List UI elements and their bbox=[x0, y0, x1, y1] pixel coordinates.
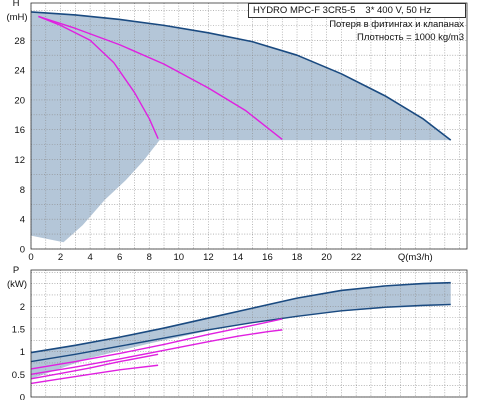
head-xtick-label: 12 bbox=[203, 252, 214, 263]
head-xtick-label: 20 bbox=[321, 252, 332, 263]
power-series-0 bbox=[30, 281, 451, 354]
head-xtick-label: 6 bbox=[117, 252, 122, 263]
head-series-2 bbox=[38, 15, 159, 139]
head-xtick-label: 2 bbox=[58, 252, 63, 263]
info-title-row: HYDRO MPC-F 3CR5-5 3* 400 V, 50 Hz bbox=[248, 3, 466, 18]
head-ytick-label: 4 bbox=[20, 215, 25, 226]
head-ytick-label: 28 bbox=[14, 36, 25, 47]
head-xtick-label: 0 bbox=[28, 252, 33, 263]
power-ylabel: P bbox=[13, 265, 19, 276]
head-xtick-label: 8 bbox=[147, 252, 152, 263]
power-series-5 bbox=[30, 364, 159, 385]
head-ytick-label: 20 bbox=[14, 95, 25, 106]
power-ytick-label: 1 bbox=[20, 347, 25, 358]
power-chart-panel: 0 0.5 1 1.5 2 P (kW) bbox=[7, 265, 468, 400]
head-xtick-label: 16 bbox=[262, 252, 273, 263]
head-xtick-label: 10 bbox=[174, 252, 185, 263]
head-ylabel: H bbox=[13, 0, 20, 9]
head-series-0 bbox=[30, 11, 452, 141]
head-ytick-label: 24 bbox=[14, 66, 25, 77]
head-series-1 bbox=[38, 15, 283, 140]
power-yunit: (kW) bbox=[7, 279, 27, 290]
fittings-note: Потеря в фитингах и клапанах bbox=[329, 19, 464, 30]
power-series-1 bbox=[30, 303, 451, 363]
head-ytick-label: 16 bbox=[14, 125, 25, 136]
power-ytick-label: 1.5 bbox=[12, 324, 25, 335]
head-envelope-area bbox=[31, 11, 451, 243]
power-series-4 bbox=[30, 353, 159, 380]
supply-spec: 3* 400 V, 50 Hz bbox=[365, 5, 432, 16]
power-series-2 bbox=[30, 318, 283, 370]
head-ytick-label: 8 bbox=[20, 185, 25, 196]
head-xtick-label: 4 bbox=[87, 252, 92, 263]
pump-model: HYDRO MPC-F 3CR5-5 bbox=[253, 5, 356, 16]
head-grid bbox=[30, 3, 467, 250]
head-xlabel: Q(m3/h) bbox=[398, 252, 433, 263]
head-yunit: (mH) bbox=[6, 12, 27, 23]
power-envelope-area bbox=[31, 282, 451, 379]
power-ytick-label: 2 bbox=[20, 302, 25, 313]
head-xtick-label: 14 bbox=[233, 252, 244, 263]
info-box: HYDRO MPC-F 3CR5-5 3* 400 V, 50 Hz Потер… bbox=[248, 3, 466, 47]
power-ytick-label: 0 bbox=[20, 393, 25, 400]
power-ytick-label: 0.5 bbox=[12, 370, 25, 381]
head-xtick-label: 22 bbox=[351, 252, 362, 263]
power-plot-frame bbox=[30, 269, 468, 398]
power-series-3 bbox=[30, 329, 283, 376]
head-ytick-label: 0 bbox=[20, 245, 25, 256]
density-note: Плотность = 1000 kg/m3 bbox=[357, 32, 464, 43]
head-xtick-label: 18 bbox=[292, 252, 303, 263]
head-ytick-label: 12 bbox=[14, 155, 25, 166]
